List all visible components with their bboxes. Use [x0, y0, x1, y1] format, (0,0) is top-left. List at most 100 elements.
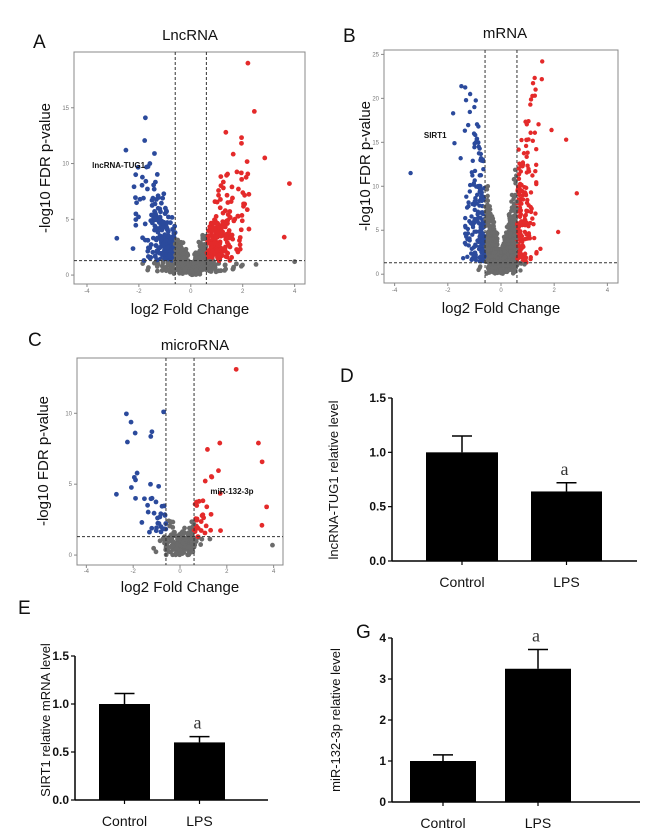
data-point: [245, 171, 251, 177]
data-point: [478, 226, 484, 231]
data-point: [502, 249, 507, 254]
data-point: [473, 140, 479, 145]
data-point: [131, 184, 137, 190]
data-point: [218, 183, 224, 189]
data-point: [142, 138, 148, 143]
data-point: [518, 232, 524, 237]
data-point: [485, 198, 491, 203]
data-point: [207, 536, 213, 542]
data-point: [246, 226, 252, 232]
data-point: [507, 267, 512, 273]
data-point: [473, 195, 478, 201]
data-point: [159, 268, 165, 273]
x-tick-label: -2: [136, 289, 142, 295]
data-point: [528, 255, 533, 260]
data-point: [523, 119, 528, 124]
data-point: [509, 238, 514, 243]
data-point: [485, 184, 491, 189]
category-label: Control: [102, 813, 147, 829]
data-point: [471, 252, 476, 258]
x-tick-label: 4: [293, 289, 297, 295]
data-point: [498, 267, 503, 272]
data-point: [478, 232, 483, 237]
data-point: [470, 173, 475, 178]
x-tick-label: 0: [178, 569, 182, 575]
data-point: [471, 182, 476, 187]
data-point: [509, 199, 514, 204]
data-point: [517, 187, 523, 192]
significance-marker: a: [561, 459, 569, 479]
data-point: [526, 203, 531, 208]
category-label: LPS: [525, 815, 551, 831]
data-point: [139, 520, 145, 525]
data-point: [134, 200, 139, 206]
data-point: [469, 214, 474, 219]
data-point: [519, 246, 524, 252]
data-point: [148, 481, 153, 487]
data-point: [450, 111, 456, 116]
data-point: [522, 220, 527, 225]
data-point: [159, 252, 165, 258]
y-tick-label: 3: [379, 672, 386, 686]
data-point: [532, 130, 538, 135]
data-point: [465, 122, 471, 128]
data-point: [142, 496, 147, 502]
data-point: [154, 197, 159, 202]
data-point: [467, 236, 472, 241]
data-point: [235, 213, 241, 219]
data-point: [165, 540, 171, 545]
data-point: [236, 186, 241, 192]
data-point: [490, 242, 496, 247]
points: [114, 60, 298, 278]
data-point: [202, 478, 208, 484]
data-point: [259, 459, 265, 465]
data-point: [185, 552, 191, 558]
data-point: [156, 483, 162, 489]
data-point: [214, 248, 220, 253]
category-label: Control: [439, 574, 484, 590]
data-point: [155, 205, 161, 211]
data-point: [528, 190, 534, 195]
data-point: [524, 208, 529, 213]
data-point: [209, 241, 215, 247]
data-point: [452, 141, 457, 146]
data-point: [140, 174, 145, 180]
data-point: [224, 192, 230, 198]
data-point: [170, 524, 176, 530]
data-point: [484, 222, 490, 228]
bar-control: [99, 704, 150, 800]
data-point: [198, 240, 203, 246]
data-point: [510, 253, 515, 258]
data-point: [154, 525, 159, 531]
panel-label: G: [356, 622, 371, 643]
data-point: [532, 235, 537, 241]
data-point: [259, 522, 265, 528]
data-point: [473, 243, 479, 249]
data-point: [292, 259, 298, 265]
data-point: [538, 246, 543, 252]
data-point: [161, 244, 167, 250]
data-point: [471, 131, 477, 136]
data-point: [516, 166, 521, 171]
data-point: [520, 243, 525, 248]
data-point: [525, 197, 530, 203]
data-point: [472, 104, 477, 110]
data-point: [463, 85, 468, 90]
data-point: [149, 525, 155, 531]
data-point: [246, 191, 252, 197]
data-point: [198, 244, 203, 250]
data-point: [523, 212, 528, 218]
data-point: [510, 222, 515, 227]
x-tick-label: 4: [606, 288, 610, 294]
data-point: [163, 238, 169, 243]
data-point: [503, 233, 509, 238]
data-point: [161, 191, 167, 197]
data-point: [216, 192, 221, 198]
data-point: [519, 236, 524, 241]
bar-control: [426, 452, 498, 561]
data-point: [206, 268, 212, 274]
x-tick-label: 0: [189, 289, 193, 295]
data-point: [198, 542, 204, 547]
data-point: [151, 545, 157, 551]
